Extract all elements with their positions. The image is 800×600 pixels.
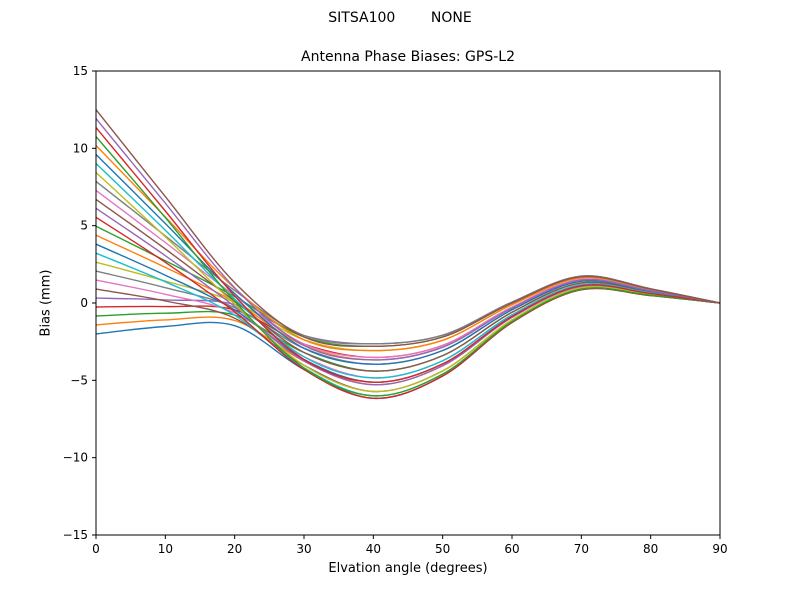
x-tick-label: 80 [643,542,658,556]
bias-curve-curve-16 [95,198,721,372]
figure-suptitle: SITSA100 NONE [328,10,472,26]
y-tick-label: 10 [73,141,88,155]
bias-curve-curve-26 [95,109,721,348]
y-tick-label: −15 [63,528,88,542]
bias-curve-curve-19 [95,171,721,393]
x-tick-label: 0 [92,542,100,556]
x-tick-label: 50 [435,542,450,556]
y-tick-label: −5 [70,373,88,387]
x-tick-label: 60 [504,542,519,556]
x-tick-label: 20 [227,542,242,556]
bias-curve-curve-03 [95,281,721,372]
bias-curve-curve-17 [95,189,721,359]
y-tick-label: 15 [73,64,88,78]
y-tick-label: 5 [80,219,88,233]
bias-curve-curve-23 [95,136,721,397]
bias-curve-curve-25 [95,118,721,361]
bias-curve-curve-24 [95,127,721,383]
x-tick-label: 40 [366,542,381,556]
bias-curve-curve-14 [95,216,721,400]
bias-curve-curve-20 [95,162,721,379]
bias-curve-curve-07 [95,279,721,379]
axes-title: Antenna Phase Biases: GPS-L2 [301,49,515,65]
bias-curve-curve-18 [95,180,721,345]
y-tick-label: −10 [63,451,88,465]
y-tick-label: 0 [80,296,88,310]
x-tick-label: 30 [296,542,311,556]
axes-spines [95,70,721,536]
x-tick-label: 70 [574,542,589,556]
bias-curve-curve-06 [95,286,721,393]
x-tick-label: 90 [712,542,727,556]
bias-curve-curve-21 [95,154,721,365]
x-axis-label: Elvation angle (degrees) [328,561,488,576]
x-tick-label: 10 [158,542,173,556]
